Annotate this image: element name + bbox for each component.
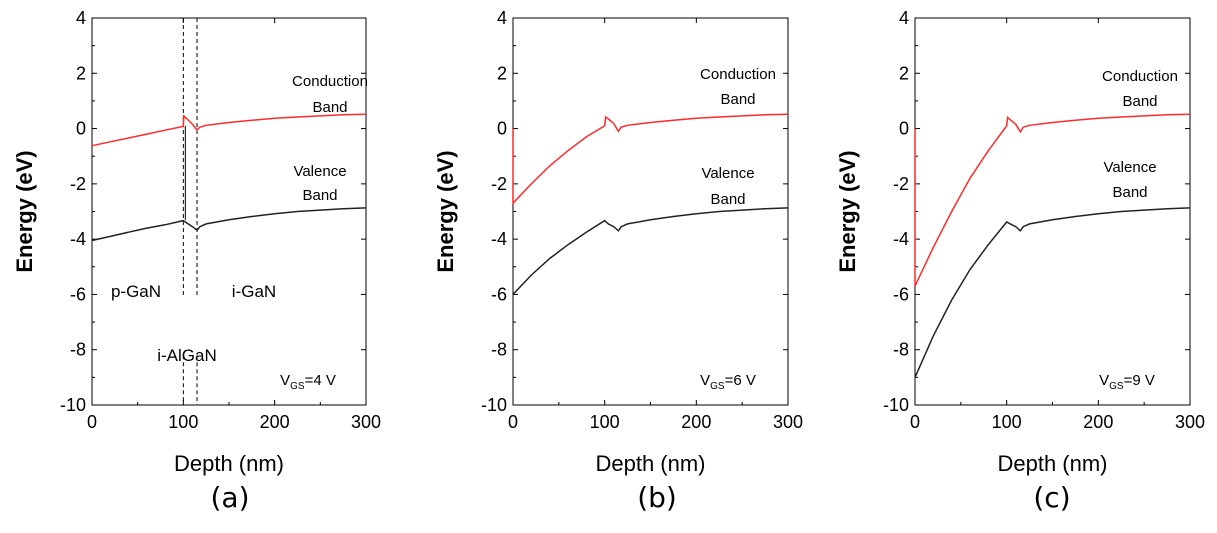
x-tick-label: 100 xyxy=(590,412,620,432)
y-tick-label: 2 xyxy=(76,63,86,83)
x-tick-label: 0 xyxy=(508,412,518,432)
y-tick-label: -6 xyxy=(893,284,909,304)
conduction-band-label: Conduction xyxy=(700,66,776,83)
y-tick-label: 4 xyxy=(497,8,507,28)
panel-label: (a) xyxy=(210,481,249,514)
x-tick-label: 200 xyxy=(681,412,711,432)
valence-band-line xyxy=(914,207,1191,378)
panel-label: (b) xyxy=(637,481,677,514)
y-tick-label: -10 xyxy=(883,395,909,415)
y-tick-label: -6 xyxy=(491,284,507,304)
conduction-band-label: Band xyxy=(312,99,347,116)
x-tick-label: 100 xyxy=(992,412,1022,432)
panel-c: -10 -8 -6 -4 -2 0 2 4 0 100 200 300 Depth (nm) Energy… xyxy=(835,8,1205,514)
y-tick-label: -10 xyxy=(60,395,86,415)
conduction-band-label: Band xyxy=(720,91,755,108)
y-tick-label: -8 xyxy=(491,340,507,360)
y-tick-label: -2 xyxy=(893,174,909,194)
y-tick-label: 0 xyxy=(76,119,86,139)
region-label: p-GaN xyxy=(111,282,161,301)
conduction-band-label: Conduction xyxy=(292,73,368,90)
y-tick-label: 0 xyxy=(497,119,507,139)
y-tick-label: -4 xyxy=(70,229,86,249)
valence-band-label: Band xyxy=(1112,184,1147,201)
x-tick-label: 300 xyxy=(1175,412,1205,432)
y-axis-label: Energy (eV) xyxy=(433,150,458,272)
y-tick-label: 2 xyxy=(497,63,507,83)
y-tick-label: 0 xyxy=(899,119,909,139)
x-tick-label: 300 xyxy=(773,412,803,432)
panel-label: (c) xyxy=(1033,481,1070,514)
y-tick-label: -6 xyxy=(70,284,86,304)
y-tick-label: 2 xyxy=(899,63,909,83)
y-tick-label: -2 xyxy=(491,174,507,194)
x-tick-label: 200 xyxy=(260,412,290,432)
y-axis-label: Energy (eV) xyxy=(835,150,860,272)
x-tick-label: 200 xyxy=(1083,412,1113,432)
valence-band-line xyxy=(91,207,367,242)
bias-label: VGS=6 V xyxy=(700,372,756,392)
x-axis-label: Depth (nm) xyxy=(174,451,284,476)
x-tick-label: 0 xyxy=(910,412,920,432)
bias-label: VGS=4 V xyxy=(280,372,336,392)
y-tick-label: -2 xyxy=(70,174,86,194)
y-axis-label: Energy (eV) xyxy=(12,150,37,272)
y-tick-label: 4 xyxy=(76,8,86,28)
y-tick-label: -4 xyxy=(491,229,507,249)
x-tick-label: 0 xyxy=(87,412,97,432)
conduction-band-line xyxy=(512,113,789,206)
x-tick-label: 100 xyxy=(168,412,198,432)
y-tick-label: -8 xyxy=(70,340,86,360)
valence-band-label: Band xyxy=(710,191,745,208)
conduction-band-line xyxy=(91,113,367,147)
y-tick-label: 4 xyxy=(899,8,909,28)
x-axis-label: Depth (nm) xyxy=(595,451,705,476)
bias-label: VGS=9 V xyxy=(1099,372,1155,392)
y-tick-label: -4 xyxy=(893,229,909,249)
conduction-band-label: Conduction xyxy=(1102,68,1178,85)
conduction-band-line xyxy=(914,113,1191,287)
conduction-band-label: Band xyxy=(1122,93,1157,110)
region-label: i-AlGaN xyxy=(157,346,217,365)
valence-band-label: Band xyxy=(302,187,337,204)
panel-a: -10 -8 -6 -4 -2 0 2 4 0 100 200 300 Depth (nm) Energy… xyxy=(12,8,381,514)
valence-band-label: Valence xyxy=(1103,159,1156,176)
valence-band-line xyxy=(512,207,789,295)
valence-band-label: Valence xyxy=(293,163,346,180)
y-tick-label: -8 xyxy=(893,340,909,360)
region-label: i-GaN xyxy=(232,282,276,301)
valence-band-label: Valence xyxy=(701,165,754,182)
panel-b: -10 -8 -6 -4 -2 0 2 4 0 100 200 300 Depth (nm) Energy… xyxy=(433,8,803,514)
y-tick-label: -10 xyxy=(481,395,507,415)
x-tick-label: 300 xyxy=(351,412,381,432)
x-axis-label: Depth (nm) xyxy=(997,451,1107,476)
